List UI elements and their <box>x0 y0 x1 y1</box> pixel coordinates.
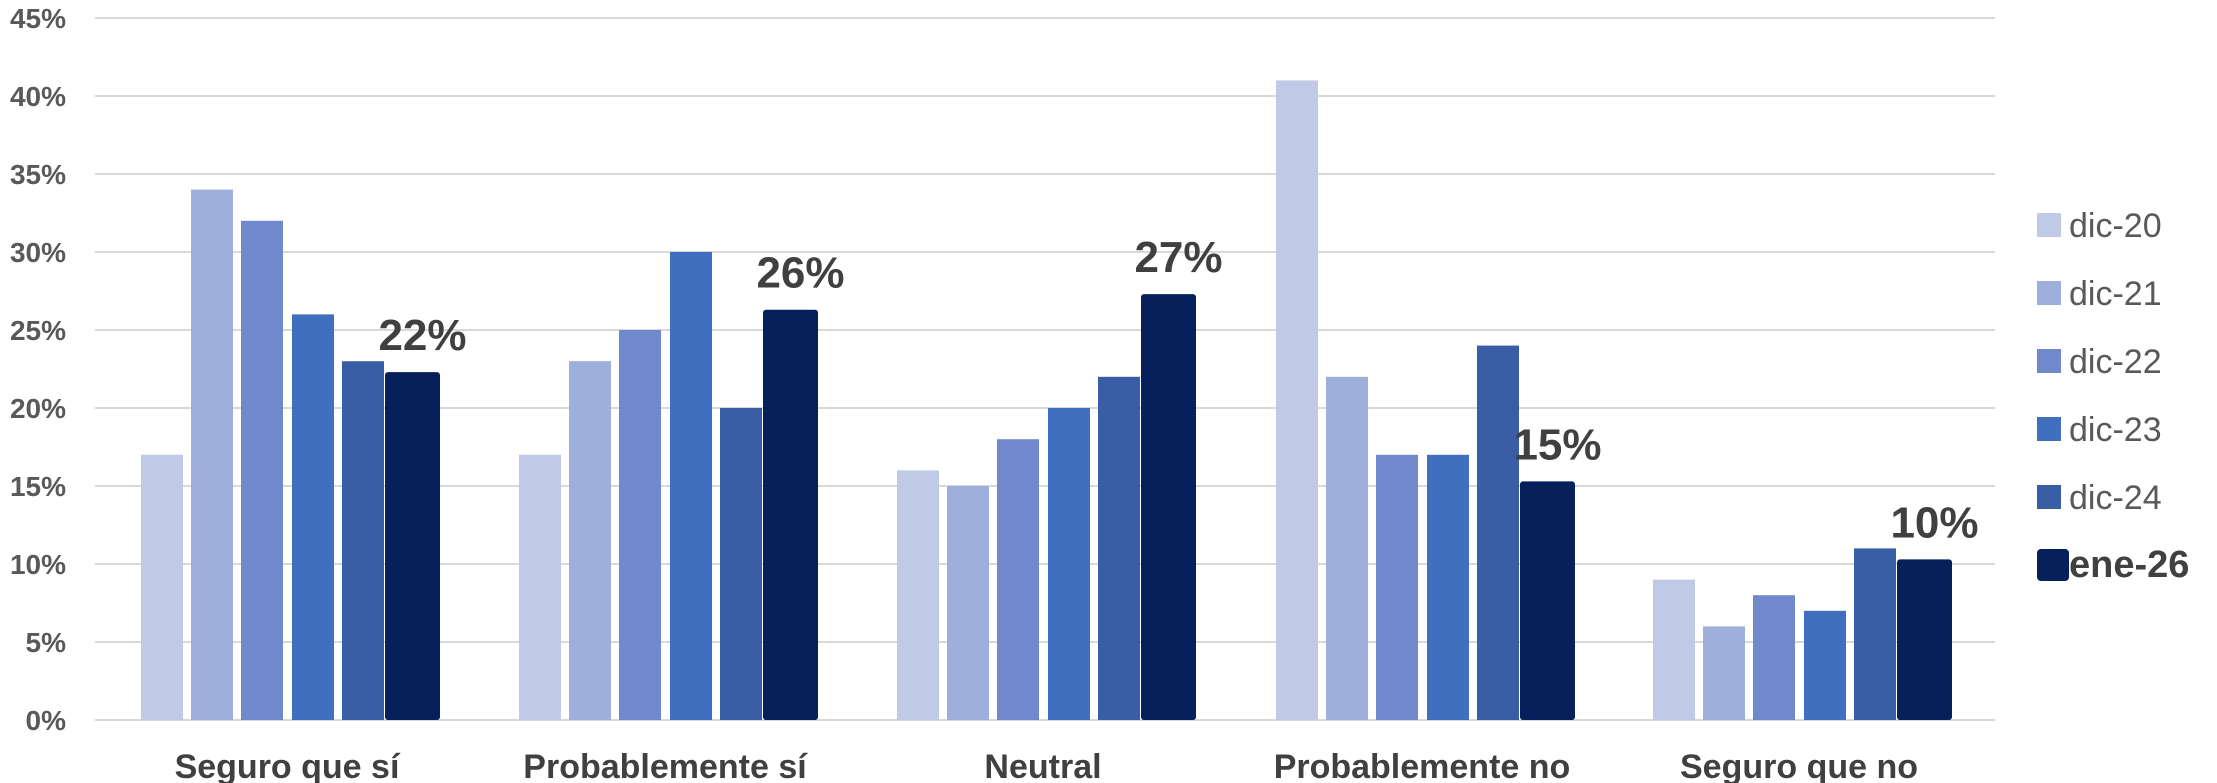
y-tick-label: 40% <box>10 81 66 112</box>
data-label: 15% <box>1513 420 1601 469</box>
bar-dic-24-4 <box>1477 345 1519 720</box>
legend-label: dic-20 <box>2069 207 2162 245</box>
data-label: 22% <box>378 311 466 360</box>
bar-dic-22-4 <box>1376 454 1418 720</box>
legend-swatch <box>2037 417 2061 441</box>
bar-ene-26-4 <box>1520 481 1575 720</box>
legend-swatch <box>2037 485 2061 509</box>
x-tick-label: Probablemente sí <box>523 748 808 783</box>
y-tick-label: 25% <box>10 315 66 346</box>
bar-dic-24-2 <box>720 408 762 720</box>
bar-dic-21-4 <box>1326 376 1368 720</box>
legend-swatch <box>2037 213 2061 237</box>
bar-dic-24-3 <box>1098 376 1140 720</box>
legend-label: dic-21 <box>2069 275 2162 313</box>
bar-ene-26-3 <box>1141 294 1196 720</box>
bar-dic-20-4 <box>1276 80 1318 720</box>
y-tick-label: 35% <box>10 159 66 190</box>
bar-dic-20-2 <box>519 454 561 720</box>
bar-dic-21-1 <box>191 189 233 721</box>
y-tick-label: 30% <box>10 237 66 268</box>
bar-dic-21-5 <box>1703 626 1745 720</box>
bar-dic-23-3 <box>1048 408 1090 720</box>
legend-label: dic-22 <box>2069 343 2162 381</box>
legend-swatch <box>2037 549 2069 581</box>
legend-item-dic-21: dic-21 <box>2037 275 2162 313</box>
y-axis-tick-labels: 0% 5% 10% 15% 20% 25% 30% 35% 40% 45% <box>10 3 66 736</box>
y-tick-label: 0% <box>26 705 67 736</box>
y-tick-label: 20% <box>10 393 66 424</box>
legend: dic-20 dic-21 dic-22 dic-23 dic-24 ene-26 <box>2037 207 2189 586</box>
bar-dic-23-2 <box>670 252 712 720</box>
x-tick-label: Neutral <box>984 748 1101 783</box>
bar-dic-22-1 <box>241 220 283 721</box>
bar-ene-26-2 <box>763 309 818 720</box>
legend-label: ene-26 <box>2069 544 2189 586</box>
y-tick-label: 15% <box>10 471 66 502</box>
data-label: 26% <box>756 249 844 298</box>
bar-dic-20-1 <box>141 454 183 720</box>
y-tick-label: 45% <box>10 3 66 34</box>
x-axis-tick-labels: Seguro que sí Probablemente sí Neutral Prob… <box>175 748 1918 783</box>
y-tick-label: 5% <box>26 627 67 658</box>
data-label: 10% <box>1890 498 1978 547</box>
legend-label: dic-23 <box>2069 411 2162 449</box>
legend-swatch <box>2037 281 2061 305</box>
bar-ene-26-5 <box>1897 559 1952 720</box>
legend-item-dic-23: dic-23 <box>2037 411 2162 449</box>
legend-item-dic-22: dic-22 <box>2037 343 2162 381</box>
bar-dic-21-2 <box>569 361 611 720</box>
bar-dic-21-3 <box>947 486 989 720</box>
data-labels: 22% 26% 27% 15% 10% <box>378 233 1978 547</box>
legend-item-dic-24: dic-24 <box>2037 479 2162 517</box>
bar-dic-22-3 <box>997 439 1039 720</box>
legend-swatch <box>2037 349 2061 373</box>
bar-dic-23-4 <box>1427 454 1469 720</box>
data-label: 27% <box>1134 233 1222 282</box>
legend-label: dic-24 <box>2069 479 2162 517</box>
bar-dic-20-3 <box>897 470 939 720</box>
legend-item-ene-26: ene-26 <box>2037 544 2189 586</box>
bar-dic-23-1 <box>292 314 334 720</box>
bars <box>141 80 1952 721</box>
bar-dic-22-2 <box>619 330 661 720</box>
legend-item-dic-20: dic-20 <box>2037 207 2162 245</box>
bar-dic-24-5 <box>1854 548 1896 720</box>
x-tick-label: Probablemente no <box>1274 748 1571 783</box>
bar-dic-20-5 <box>1653 579 1695 720</box>
bar-dic-22-5 <box>1753 595 1795 720</box>
y-tick-label: 10% <box>10 549 66 580</box>
x-tick-label: Seguro que no <box>1680 748 1918 783</box>
bar-dic-23-5 <box>1804 610 1846 720</box>
bar-dic-24-1 <box>342 361 384 720</box>
bar-ene-26-1 <box>385 372 440 720</box>
x-tick-label: Seguro que sí <box>175 748 401 783</box>
